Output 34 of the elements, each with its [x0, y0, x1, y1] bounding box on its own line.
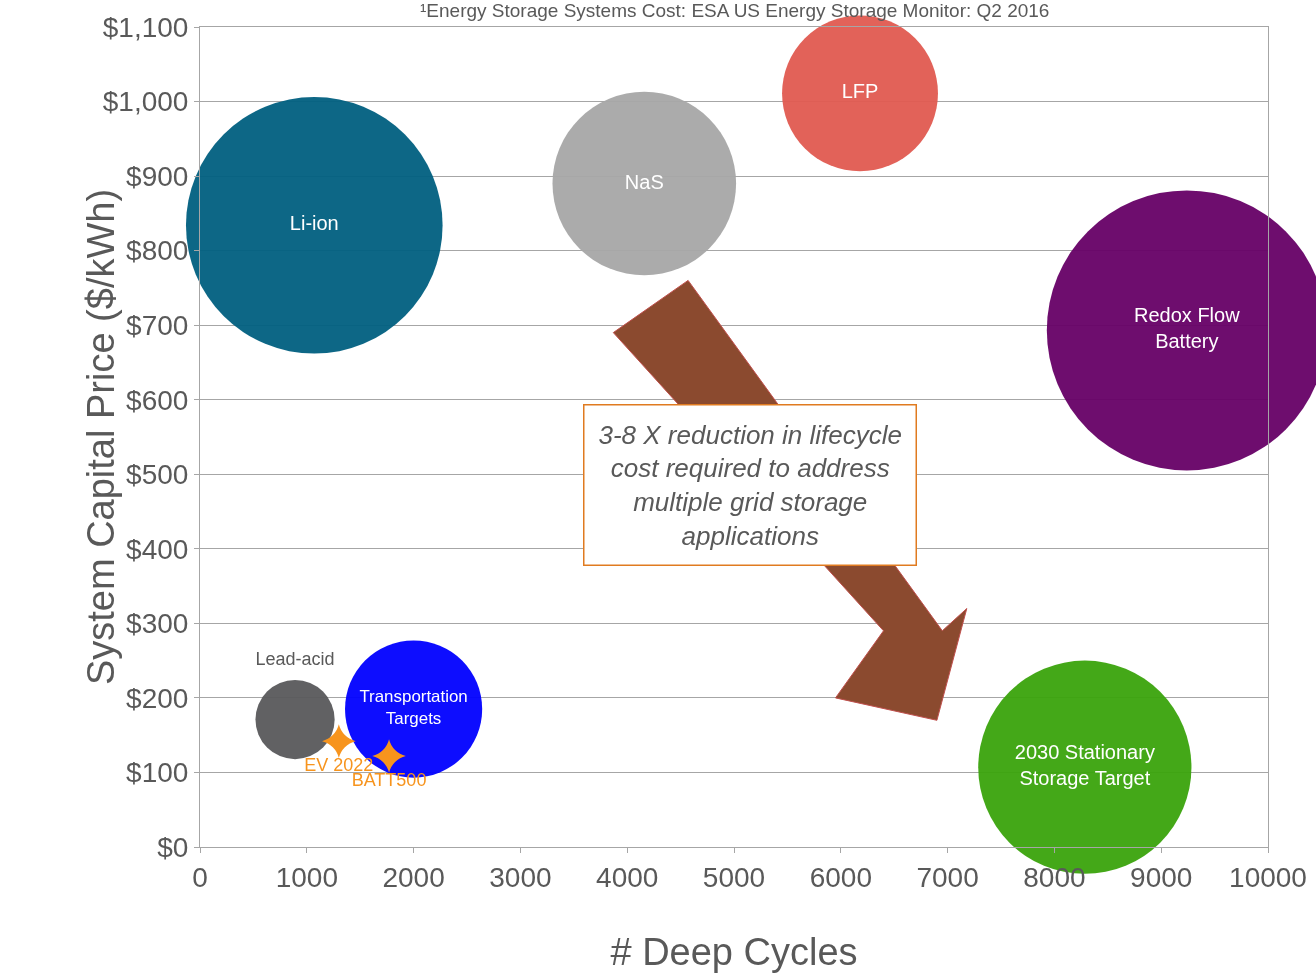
y-tick-label: $500	[126, 459, 189, 491]
y-tick-label: $100	[126, 757, 189, 789]
y-tick-label: $800	[126, 235, 189, 267]
y-tick-label: $300	[126, 608, 189, 640]
x-tick-label: 4000	[596, 861, 659, 893]
x-tick-label: 1000	[275, 861, 338, 893]
x-tick-label: 9000	[1130, 861, 1193, 893]
y-axis-title: System Capital Price ($/kWh)	[80, 188, 122, 686]
x-tick-label: 5000	[702, 861, 766, 893]
series-label: NaS	[624, 170, 664, 193]
y-tick-label: $400	[126, 533, 189, 565]
y-tick-label: $0	[157, 831, 189, 863]
x-tick-label: 0	[192, 861, 208, 893]
y-tick-label: $200	[126, 682, 189, 714]
series-label: Redox Flow Battery	[1134, 304, 1241, 353]
x-tick-label: 2000	[382, 861, 445, 893]
x-tick-label: 7000	[916, 861, 979, 893]
y-tick-label: $1,100	[102, 11, 189, 43]
annotation: 3-8 X reduction in lifecycle cost required to address multiple grid storage applications	[598, 419, 902, 551]
x-tick-label: 8000	[1023, 861, 1086, 893]
x-tick-label: 6000	[809, 861, 872, 893]
x-tick-label: 10000	[1229, 861, 1307, 893]
y-tick-label: $700	[126, 309, 189, 341]
series-label: LFP	[841, 80, 879, 103]
x-tick-label: 3000	[489, 861, 552, 893]
series-label: 2030 Stationary Storage Target	[1014, 741, 1155, 790]
y-tick-label: $1,000	[102, 86, 189, 118]
series-label: Lead-acid	[255, 648, 335, 669]
x-axis-title: # Deep Cycles	[610, 931, 858, 973]
y-tick-label: $900	[126, 160, 189, 192]
y-tick-label: $600	[126, 384, 189, 416]
text: ¹Energy Storage Systems Cost: ESA US Energy Storage Monitor: Q2 2016	[420, 0, 1050, 21]
series-label: Li-ion	[289, 212, 339, 235]
series-label: Transportation Targets	[359, 687, 468, 729]
